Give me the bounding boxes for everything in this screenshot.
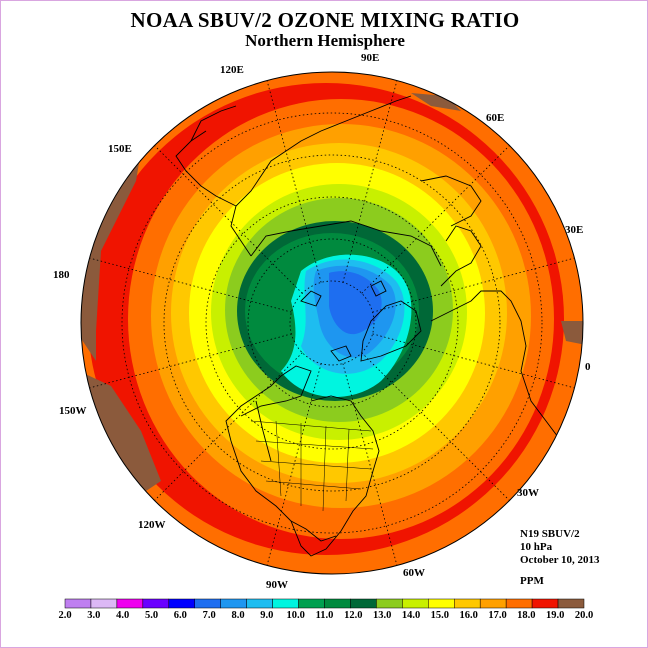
meridian-line [89,257,292,313]
band-19-20-east [561,321,583,346]
colorbar-tick-label: 10.0 [286,610,305,621]
colorbar-swatch [324,598,351,609]
lon-label-30w: 30W [517,487,539,499]
colorbar-swatch [116,598,144,609]
meridian-lines [89,80,575,566]
meridian-line [361,352,510,501]
meridian-line [266,80,322,283]
coastlines [175,95,567,557]
band-19-20-north [411,93,461,111]
band-19-20-southwest [81,371,161,501]
colorbar-tick-label: 18.0 [517,610,536,621]
info-level: 10 hPa [520,541,553,553]
colorbar-tick-label: 5.0 [144,610,159,621]
colorbar-swatch [142,598,170,609]
lon-label-30e: 30E [565,224,584,236]
colorbar-swatch [168,598,196,609]
colorbar-tick-label: 14.0 [401,610,421,621]
meridian-line [154,352,303,501]
colorbar-tick-label: 2.0 [58,610,72,621]
colorbar-swatch [402,598,429,609]
colorbar-swatch [220,598,247,609]
colorbar-tick-label: 13.0 [372,610,392,621]
lon-label-90w: 90W [266,579,288,591]
colorbar-swatch [246,598,273,609]
colorbar-tick-label: 3.0 [87,610,101,621]
colorbar-tick-label: 16.0 [459,610,478,621]
lon-label-0: 0 [585,361,591,373]
lon-label-60w: 60W [403,567,425,579]
colorbar-tick-label: 19.0 [545,610,565,621]
colorbar-swatch [272,598,299,609]
colorbar-tick-label: 11.0 [315,610,334,621]
colorbar-tick-label: 6.0 [173,610,187,621]
lon-label-150e: 150E [108,143,132,155]
map-title: NOAA SBUV/2 OZONE MIXING RATIO [130,8,520,32]
meridian-line [89,333,292,389]
colorbar-swatch [90,598,118,609]
colorbar-swatch [505,598,533,609]
colorbar-swatch [479,598,507,609]
lon-label-180: 180 [53,269,70,281]
colorbar-swatch [376,598,403,609]
latitude-circles [121,112,543,534]
map-boundary [80,71,584,575]
colorbar-tick-label: 8.0 [231,610,245,621]
meridian-line [361,145,510,294]
colorbar-swatch [64,598,92,609]
info-instrument: N19 SBUV/2 [520,528,580,540]
lon-label-120e: 120E [220,64,244,76]
meridian-line [342,363,398,566]
state-borders [250,420,374,512]
map-subtitle: Northern Hemisphere [245,31,405,50]
lon-label-90e: 90E [361,52,380,64]
meridian-line [342,80,398,283]
colorbar-tick-label: 12.0 [344,610,363,621]
colorbar-swatch [454,598,481,609]
colorbar-tick-label: 9.0 [260,610,274,621]
colorbar-tick-label: 15.0 [430,610,450,621]
lon-label-60e: 60E [486,112,505,124]
colorbar-swatch [298,598,325,609]
colorbar-swatch [350,598,377,609]
colorbar-swatch [557,598,585,609]
colorbar-tick-label: 7.0 [202,610,216,621]
colorbar-tick-label: 17.0 [488,610,507,621]
info-units: PPM [520,575,544,587]
colorbar-tick-label: 20.0 [574,610,594,621]
meridian-line [372,333,575,389]
lon-label-120w: 120W [138,519,166,531]
colorbar-swatch [194,598,221,609]
lon-label-150w: 150W [59,405,87,417]
colorbar-tick-label: 4.0 [116,610,130,621]
colorbar-swatch [428,598,455,609]
info-date: October 10, 2013 [520,554,600,566]
meridian-line [154,145,303,294]
meridian-line [372,257,575,313]
colorbar-swatch [531,598,559,609]
colorbar [64,598,585,609]
meridian-line [266,363,322,566]
